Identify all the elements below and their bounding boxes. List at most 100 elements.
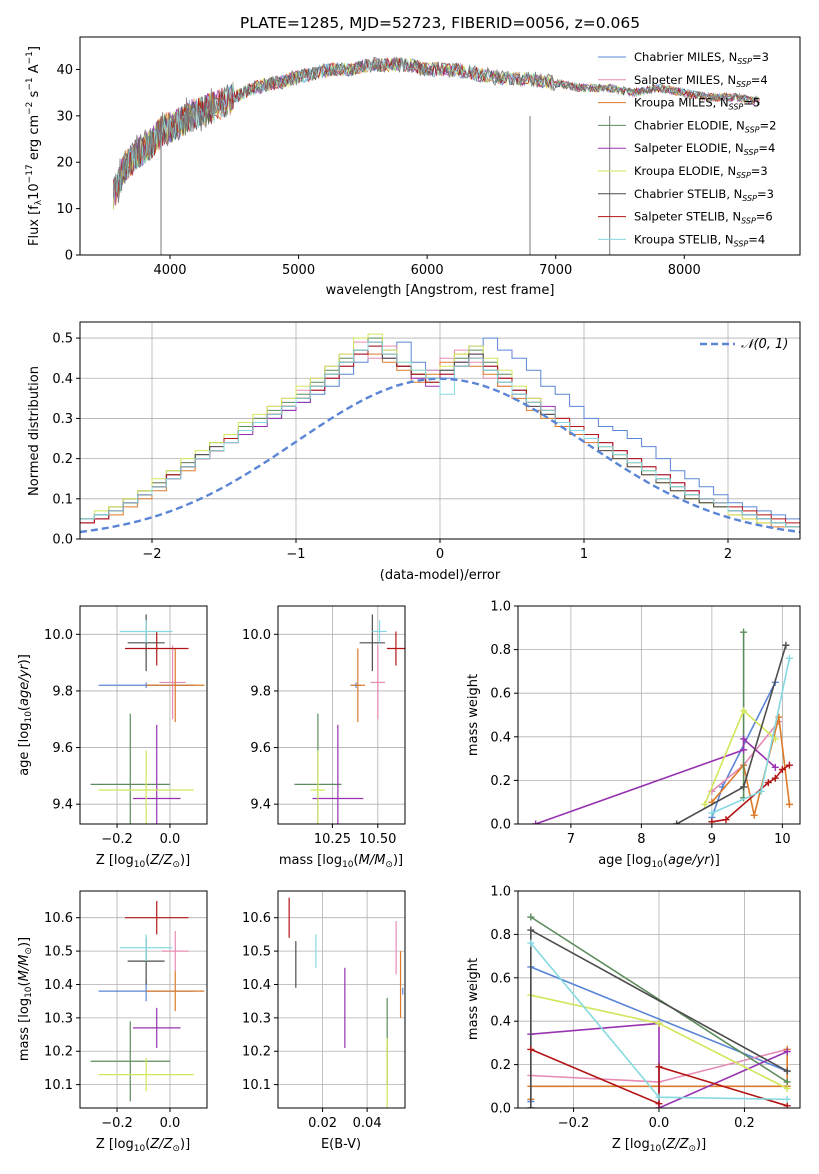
spectrum-ytick-label: 40 (56, 63, 73, 78)
residuals-xtick-label: −1 (286, 547, 305, 562)
weight_vs_Z-salpeter-stelib-marker (655, 1100, 663, 1108)
spectrum-ytick-label: 30 (56, 109, 73, 124)
mass-vs-z-panel: −0.2 0.0 10.1 10.2 10.3 10.4 10.5 10.6 Z [log10… (17, 890, 208, 1154)
weight_vs_age-ytick-label: 0.0 (490, 818, 511, 833)
weight_vs_Z-xtick-label: 0.0 (649, 1116, 670, 1131)
weight_vs_age-kroupa-miles-marker (785, 800, 793, 808)
spectrum-frame (79, 36, 801, 256)
weight_vs_Z-salpeter-stelib-marker (527, 1045, 535, 1053)
mass_vs_ebv-ytick-label: 10.2 (242, 1045, 271, 1060)
legend-label: Kroupa STELIB, NSSP=4 (634, 232, 765, 248)
hist-kroupa-stelib (80, 341, 800, 528)
weight_vs_age-salpeter-elodie-marker (532, 820, 540, 824)
spectrum-ytick-label: 10 (56, 202, 73, 217)
weight_vs_Z-ytick-label: 0.0 (490, 1102, 511, 1117)
age_vs_mass-ytick-label: 9.8 (250, 684, 271, 699)
age_vs_mass-xtick-label: 10.50 (359, 832, 396, 847)
weight_vs_age-salpeter-elodie-line (535, 737, 776, 824)
age_vs_Z-ytick-label: 9.8 (52, 684, 73, 699)
weight_vs_Z-xtick-label: −0.2 (558, 1116, 590, 1131)
mass_vs_Z-ytick-label: 10.5 (44, 945, 73, 960)
weight_vs_age-salpeter-stelib-marker (708, 818, 716, 824)
spectrum-panel: 4000 5000 6000 7000 8000 0 10 20 30 40 wavelength… (25, 36, 801, 298)
weight_vs_age-kroupa-stelib-marker (757, 787, 765, 795)
weight_vs_Z-ytick-label: 0.8 (490, 928, 511, 943)
residuals-ytick-label: 0.2 (52, 452, 73, 467)
spectrum-ytick-label: 0 (65, 249, 73, 264)
weight_vs_Z-chabrier-elodie-marker (527, 913, 535, 921)
weight_vs_age-chabrier-stelib-marker (740, 783, 748, 791)
hist-chabrier-elodie (80, 337, 800, 528)
spectrum-ytick-label: 20 (56, 156, 73, 171)
weight_vs_Z-kroupa-stelib-marker (655, 1093, 663, 1101)
legend-label: Kroupa ELODIE, NSSP=3 (634, 164, 768, 180)
age-vs-z-frame (79, 605, 208, 825)
weight_vs_age-salpeter-stelib-line (711, 764, 790, 823)
mass_vs_ebv-ytick-label: 10.5 (242, 945, 271, 960)
weight_vs_age-chabrier-stelib-marker (782, 641, 790, 649)
weight_vs_Z-ytick-label: 0.6 (490, 971, 511, 986)
weight_vs_age-xtick-label: 10 (774, 832, 791, 847)
weight_vs_age-ytick-label: 0.4 (490, 730, 511, 745)
weight_vs_Z-chabrier-stelib-marker (527, 926, 535, 934)
spectrum-xlabel: wavelength [Angstrom, rest frame] (326, 283, 555, 298)
legend-label: Salpeter STELIB, NSSP=6 (634, 210, 773, 226)
mass_vs_ebv-ytick-label: 10.6 (242, 911, 271, 926)
weight_vs_Z-kroupa-stelib-marker (527, 939, 535, 947)
residuals-ytick-label: 0.0 (52, 533, 73, 548)
weight_vs_age-xtick-label: 9 (708, 832, 716, 847)
mass-vs-ebv-panel: 0.02 0.04 10.1 10.2 10.3 10.4 10.5 10.6 E(B-V) (242, 890, 406, 1152)
weight_vs_Z-chabrier-stelib-marker (527, 1104, 535, 1108)
weight_vs_age-kroupa-stelib-line (711, 658, 791, 814)
spectrum-data-line (113, 56, 760, 203)
gaussian-curve (80, 377, 800, 534)
residuals-xtick-label: −2 (142, 547, 161, 562)
legend-label: Chabrier ELODIE, NSSP=2 (634, 118, 776, 134)
weight_vs_age-ytick-label: 0.8 (490, 643, 511, 658)
weight_vs_age-kroupa-stelib-marker (708, 809, 716, 817)
weight_vs_Z-salpeter-stelib-marker (783, 1102, 791, 1108)
age-vs-z-xlabel: Z [log10(Z/Z⊙)] (96, 853, 190, 870)
age-vs-z-ylabel: age [log10(age/yr)] (17, 654, 34, 776)
weight_vs_Z-ytick-label: 1.0 (490, 885, 511, 900)
mass_vs_ebv-ytick-label: 10.4 (242, 978, 271, 993)
weight_vs_age-chabrier-stelib-marker (673, 820, 681, 824)
weight-vs-z-panel: −0.2 0.0 0.2 0.0 0.2 0.4 0.6 0.8 1.0 Z [log10(Z/… (466, 885, 801, 1154)
weight-vs-age-panel: 7 8 9 10 0.0 0.2 0.4 0.6 0.8 1.0 age [log10(age/y… (466, 600, 801, 870)
legend-label: Salpeter ELODIE, NSSP=4 (634, 141, 775, 157)
legend-label: Chabrier STELIB, NSSP=3 (634, 187, 774, 203)
mass_vs_Z-xtick-label: 0.0 (160, 1116, 181, 1131)
weight_vs_age-ytick-label: 0.2 (490, 774, 511, 789)
mass_vs_Z-ytick-label: 10.4 (44, 978, 73, 993)
residuals-xtick-label: 2 (724, 547, 732, 562)
spectrum-ylabel: Flux [fλ10−17 erg cm−2 s−1 A−1] (25, 46, 44, 246)
residuals-xtick-label: 1 (580, 547, 588, 562)
mass-vs-ebv-frame (277, 890, 406, 1109)
age-vs-mass-xlabel: mass [log10(M/M⊙)] (279, 853, 403, 870)
hist-kroupa-elodie (80, 333, 800, 532)
mass-vs-z-frame (79, 890, 208, 1109)
residuals-ytick-label: 0.3 (52, 412, 73, 427)
age_vs_Z-xtick-label: 0.0 (160, 832, 181, 847)
weight_vs_Z-chabrier-stelib-marker (783, 1067, 791, 1075)
mass_vs_ebv-ytick-label: 10.1 (242, 1078, 271, 1093)
residuals-ylabel: Normed distribution (27, 366, 42, 496)
age_vs_mass-ytick-label: 10.0 (242, 628, 271, 643)
residuals-ytick-label: 0.1 (52, 492, 73, 507)
weight_vs_Z-kroupa-elodie-marker (655, 1019, 663, 1027)
weight-vs-age-xlabel: age [log10(age/yr)] (598, 853, 720, 870)
age_vs_Z-ytick-label: 9.6 (52, 741, 73, 756)
weight_vs_age-kroupa-stelib-marker (785, 654, 793, 662)
mass_vs_ebv-xtick-label: 0.04 (353, 1116, 382, 1131)
weight_vs_age-salpeter-stelib-marker (764, 779, 772, 787)
mass_vs_ebv-xtick-label: 0.02 (308, 1116, 337, 1131)
mass-vs-z-xlabel: Z [log10(Z/Z⊙)] (96, 1137, 190, 1154)
age_vs_Z-ytick-label: 10.0 (44, 628, 73, 643)
spectrum-xtick-label: 7000 (539, 263, 572, 278)
weight_vs_age-salpeter-elodie-marker (740, 746, 748, 754)
weight-vs-z-xlabel: Z [log10(Z/Z⊙)] (612, 1137, 706, 1154)
mass_vs_Z-ytick-label: 10.3 (44, 1011, 73, 1026)
weight_vs_age-salpeter-stelib-marker (778, 766, 786, 773)
age_vs_Z-ytick-label: 9.4 (52, 798, 73, 813)
age_vs_Z-xtick-label: −0.2 (101, 832, 133, 847)
